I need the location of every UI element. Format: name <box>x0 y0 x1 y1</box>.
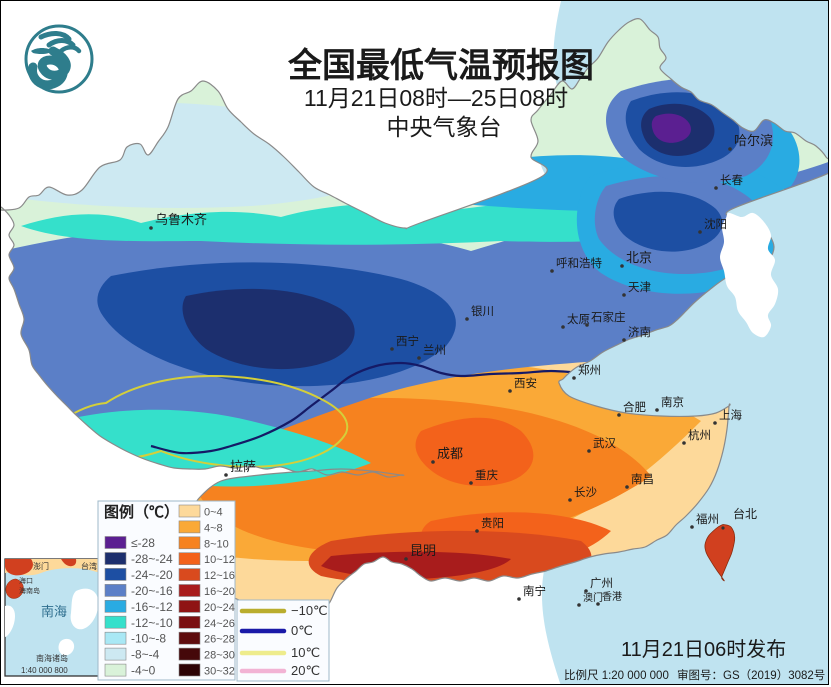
svg-text:杭州: 杭州 <box>688 428 711 442</box>
svg-text:12~16: 12~16 <box>204 570 235 582</box>
svg-text:-20~-16: -20~-16 <box>131 584 173 598</box>
svg-text:兰州: 兰州 <box>423 344 446 357</box>
svg-text:全国最低气温预报图: 全国最低气温预报图 <box>287 46 594 85</box>
svg-text:−10℃: −10℃ <box>291 603 328 618</box>
svg-text:南宁: 南宁 <box>523 584 546 598</box>
svg-text:西安: 西安 <box>514 376 537 390</box>
svg-text:24~26: 24~26 <box>204 618 235 630</box>
svg-text:拉萨: 拉萨 <box>230 459 256 474</box>
svg-text:澎门: 澎门 <box>33 561 49 571</box>
svg-text:北京: 北京 <box>626 250 652 265</box>
svg-text:武汉: 武汉 <box>593 437 616 450</box>
svg-text:南海诸岛: 南海诸岛 <box>36 653 68 663</box>
svg-text:20℃: 20℃ <box>291 663 320 678</box>
svg-text:审图号：GS（2019）3082号: 审图号：GS（2019）3082号 <box>677 668 825 682</box>
svg-text:呼和浩特: 呼和浩特 <box>556 256 602 270</box>
svg-text:银川: 银川 <box>471 304 494 318</box>
svg-text:0~4: 0~4 <box>204 507 223 519</box>
svg-text:-28~-24: -28~-24 <box>131 552 173 566</box>
svg-text:广州: 广州 <box>590 577 613 590</box>
svg-text:图例（℃）: 图例（℃） <box>104 503 179 521</box>
svg-text:16~20: 16~20 <box>204 586 235 598</box>
svg-text:石家庄: 石家庄 <box>591 310 626 324</box>
svg-text:-16~-12: -16~-12 <box>131 600 173 614</box>
svg-text:上海: 上海 <box>719 408 742 422</box>
svg-text:乌鲁木齐: 乌鲁木齐 <box>155 212 207 227</box>
svg-text:-12~-10: -12~-10 <box>131 616 173 630</box>
svg-text:南海: 南海 <box>41 604 67 619</box>
svg-text:台北: 台北 <box>733 506 757 521</box>
svg-text:比例尺 1:20 000 000: 比例尺 1:20 000 000 <box>564 668 669 682</box>
svg-text:1:40 000 800: 1:40 000 800 <box>21 666 68 675</box>
svg-text:沈阳: 沈阳 <box>704 217 727 231</box>
svg-text:南京: 南京 <box>661 395 684 409</box>
svg-text:10℃: 10℃ <box>291 645 320 660</box>
svg-text:8~10: 8~10 <box>204 538 229 550</box>
svg-text:≤-28: ≤-28 <box>131 536 155 550</box>
svg-text:西宁: 西宁 <box>396 334 419 348</box>
svg-text:0℃: 0℃ <box>291 623 313 638</box>
svg-text:11月21日06时发布: 11月21日06时发布 <box>621 638 786 661</box>
svg-text:20~24: 20~24 <box>204 602 235 614</box>
svg-text:济南: 济南 <box>628 325 651 339</box>
svg-text:10~12: 10~12 <box>204 554 235 566</box>
svg-text:30~32: 30~32 <box>204 666 235 678</box>
svg-text:澳门: 澳门 <box>583 591 603 604</box>
svg-text:郑州: 郑州 <box>578 363 601 377</box>
svg-text:天津: 天津 <box>628 281 651 294</box>
svg-text:贵阳: 贵阳 <box>481 517 504 530</box>
svg-text:-4~0: -4~0 <box>131 664 156 678</box>
svg-text:-8~-4: -8~-4 <box>131 648 160 662</box>
svg-text:中央气象台: 中央气象台 <box>387 114 502 140</box>
svg-text:福州: 福州 <box>696 512 719 526</box>
svg-text:海南岛: 海南岛 <box>19 586 40 595</box>
svg-text:昆明: 昆明 <box>410 543 436 558</box>
svg-text:成都: 成都 <box>437 446 463 461</box>
svg-text:-10~-8: -10~-8 <box>131 632 166 646</box>
svg-text:哈尔滨: 哈尔滨 <box>734 133 773 148</box>
svg-text:重庆: 重庆 <box>475 468 498 482</box>
svg-text:合肥: 合肥 <box>623 400 646 414</box>
svg-text:海口: 海口 <box>19 576 33 585</box>
svg-text:长春: 长春 <box>720 174 743 187</box>
svg-text:11月21日08时—25日08时: 11月21日08时—25日08时 <box>304 85 568 111</box>
svg-text:香港: 香港 <box>602 591 622 603</box>
svg-text:4~8: 4~8 <box>204 522 223 534</box>
svg-text:28~30: 28~30 <box>204 650 235 662</box>
svg-text:南昌: 南昌 <box>631 472 654 486</box>
svg-text:-24~-20: -24~-20 <box>131 568 173 582</box>
svg-text:长沙: 长沙 <box>574 486 597 499</box>
svg-text:26~28: 26~28 <box>204 634 235 646</box>
